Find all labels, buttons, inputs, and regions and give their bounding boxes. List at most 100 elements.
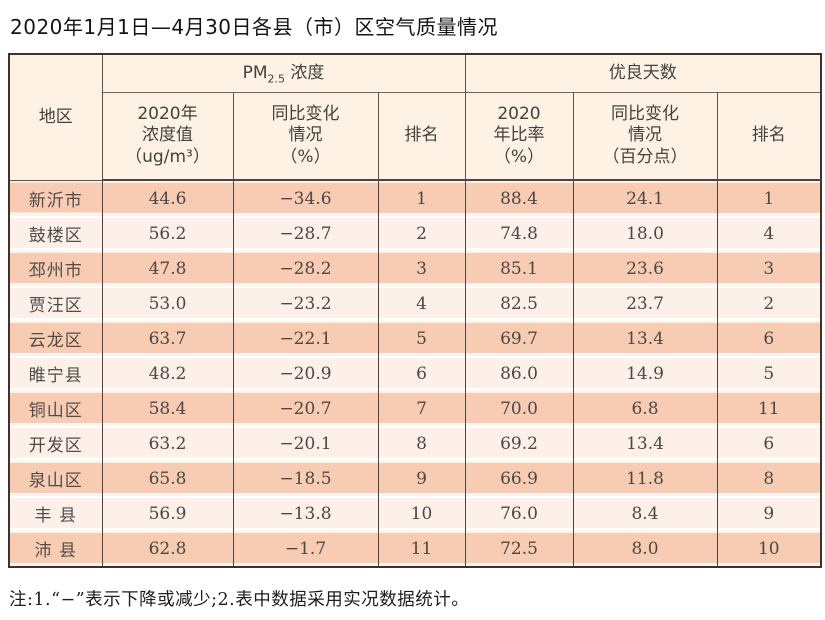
pm-change-cell: −28.7	[232, 216, 379, 251]
pm-value-cell: 53.0	[101, 286, 234, 321]
pm-change-cell: −18.5	[232, 461, 379, 496]
table-row: 睢宁县 48.2 −20.9 6 86.0 14.9 5	[8, 356, 822, 391]
region-cell: 沛 县	[8, 531, 103, 567]
table-header: 地区 PM2.5 浓度 优良天数 2020年 浓度值 （ug/m³） 同比变化 …	[8, 53, 822, 181]
pm-value-cell: 62.8	[101, 531, 234, 567]
pm-change-header: 同比变化 情况 （%）	[232, 92, 379, 181]
good-days-rank-cell: 6	[716, 321, 822, 356]
pm-change-cell: −1.7	[232, 531, 379, 567]
good-days-ratio-cell: 66.9	[464, 461, 574, 496]
good-days-rank-cell: 9	[716, 496, 822, 531]
good-days-rank-cell: 4	[716, 216, 822, 251]
good-days-rank-cell: 5	[716, 356, 822, 391]
good-days-rank-header: 排名	[716, 92, 822, 181]
region-cell: 云龙区	[8, 321, 103, 356]
table-row: 贾汪区 53.0 −23.2 4 82.5 23.7 2	[8, 286, 822, 321]
good-days-rank-cell: 1	[716, 180, 822, 216]
good-days-change-cell: 8.0	[572, 531, 718, 567]
pm-value-cell: 44.6	[101, 180, 234, 216]
good-days-change-cell: 8.4	[572, 496, 718, 531]
pm-value-cell: 63.2	[101, 426, 234, 461]
good-days-change-cell: 24.1	[572, 180, 718, 216]
good-days-ratio-cell: 69.7	[464, 321, 574, 356]
good-days-ratio-cell: 76.0	[464, 496, 574, 531]
pm-change-cell: −23.2	[232, 286, 379, 321]
pm-rank-header: 排名	[377, 92, 466, 181]
pm-value-cell: 47.8	[101, 251, 234, 286]
good-days-change-cell: 13.4	[572, 426, 718, 461]
pm-rank-cell: 11	[377, 531, 466, 567]
table-row: 云龙区 63.7 −22.1 5 69.7 13.4 6	[8, 321, 822, 356]
pm-value-cell: 48.2	[101, 356, 234, 391]
region-cell: 新沂市	[8, 180, 103, 216]
pm-label-suffix: 浓度	[285, 62, 325, 83]
pm-rank-cell: 10	[377, 496, 466, 531]
good-days-rank-cell: 6	[716, 426, 822, 461]
header-sub-row: 2020年 浓度值 （ug/m³） 同比变化 情况 （%） 排名 2020 年比…	[9, 92, 822, 181]
pm-subscript: 2.5	[267, 72, 286, 86]
pm-rank-cell: 3	[377, 251, 466, 286]
good-days-rank-cell: 3	[716, 251, 822, 286]
good-days-rank-cell: 8	[716, 461, 822, 496]
table-row: 鼓楼区 56.2 −28.7 2 74.8 18.0 4	[8, 216, 822, 251]
good-days-ratio-cell: 85.1	[464, 251, 574, 286]
good-days-ratio-cell: 69.2	[464, 426, 574, 461]
footnote: 注:1.“−”表示下降或减少;2.表中数据采用实况数据统计。	[9, 590, 470, 610]
pm-rank-cell: 4	[377, 286, 466, 321]
good-days-change-cell: 13.4	[572, 321, 718, 356]
header-group-row: 地区 PM2.5 浓度 优良天数	[8, 53, 822, 181]
good-days-rank-cell: 11	[716, 391, 822, 426]
table-row: 新沂市 44.6 −34.6 1 88.4 24.1 1	[8, 180, 822, 216]
table-row: 开发区 63.2 −20.1 8 69.2 13.4 6	[8, 426, 822, 461]
good-days-ratio-cell: 88.4	[464, 180, 574, 216]
good-days-ratio-cell: 70.0	[464, 391, 574, 426]
good-days-change-cell: 14.9	[572, 356, 718, 391]
pm-change-cell: −20.7	[232, 391, 379, 426]
good-days-ratio-cell: 74.8	[464, 216, 574, 251]
pm-value-cell: 65.8	[101, 461, 234, 496]
region-cell: 丰 县	[8, 496, 103, 531]
good-days-ratio-cell: 82.5	[464, 286, 574, 321]
good-days-ratio-cell: 72.5	[464, 531, 574, 567]
pm-rank-cell: 8	[377, 426, 466, 461]
pm-rank-cell: 5	[377, 321, 466, 356]
pm-change-cell: −28.2	[232, 251, 379, 286]
region-cell: 鼓楼区	[8, 216, 103, 251]
region-cell: 泉山区	[8, 461, 103, 496]
pm-change-cell: −20.9	[232, 356, 379, 391]
pm-value-header: 2020年 浓度值 （ug/m³）	[101, 92, 234, 181]
table-row: 铜山区 58.4 −20.7 7 70.0 6.8 11	[8, 391, 822, 426]
good-days-change-cell: 23.7	[572, 286, 718, 321]
region-cell: 邳州市	[8, 251, 103, 286]
pm-rank-cell: 7	[377, 391, 466, 426]
good-days-change-header: 同比变化 情况 （百分点）	[572, 92, 718, 181]
good-days-change-cell: 6.8	[572, 391, 718, 426]
good-days-rank-cell: 2	[716, 286, 822, 321]
pm-rank-cell: 1	[377, 180, 466, 216]
pm-change-cell: −22.1	[232, 321, 379, 356]
pm-value-cell: 58.4	[101, 391, 234, 426]
good-days-group-header: 优良天数	[464, 53, 822, 93]
pm-change-cell: −13.8	[232, 496, 379, 531]
pm-change-cell: −20.1	[232, 426, 379, 461]
pm-change-cell: −34.6	[232, 180, 379, 216]
region-cell: 睢宁县	[8, 356, 103, 391]
pm-group-header: PM2.5 浓度	[101, 53, 466, 93]
pm-rank-cell: 6	[377, 356, 466, 391]
pm-label: PM	[242, 62, 268, 83]
pm-value-cell: 56.9	[101, 496, 234, 531]
table-row: 丰 县 56.9 −13.8 10 76.0 8.4 9	[8, 496, 822, 531]
page-title: 2020年1月1日—4月30日各县（市）区空气质量情况	[10, 15, 499, 39]
pm-value-cell: 63.7	[101, 321, 234, 356]
region-cell: 贾汪区	[8, 286, 103, 321]
region-header: 地区	[8, 53, 103, 181]
table-row: 邳州市 47.8 −28.2 3 85.1 23.6 3	[8, 251, 822, 286]
table-row: 泉山区 65.8 −18.5 9 66.9 11.8 8	[8, 461, 822, 496]
pm-rank-cell: 9	[377, 461, 466, 496]
region-cell: 铜山区	[8, 391, 103, 426]
good-days-change-cell: 11.8	[572, 461, 718, 496]
table-row: 沛 县 62.8 −1.7 11 72.5 8.0 10	[8, 531, 822, 567]
air-quality-table: 地区 PM2.5 浓度 优良天数 2020年 浓度值 （ug/m³） 同比变化 …	[8, 53, 823, 568]
pm-rank-cell: 2	[377, 216, 466, 251]
